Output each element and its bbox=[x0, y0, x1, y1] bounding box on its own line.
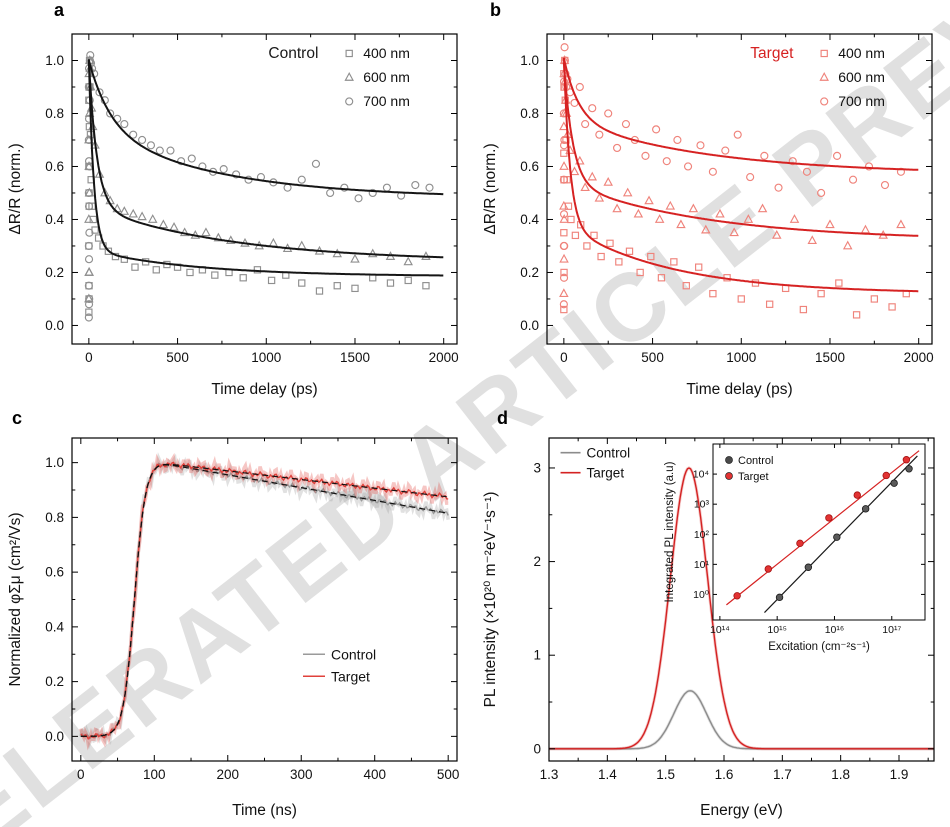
svg-text:2000: 2000 bbox=[904, 350, 934, 365]
svg-text:0.0: 0.0 bbox=[45, 318, 64, 333]
svg-text:0: 0 bbox=[77, 767, 85, 782]
svg-text:1500: 1500 bbox=[340, 350, 370, 365]
svg-text:1.6: 1.6 bbox=[715, 767, 734, 782]
svg-text:0.6: 0.6 bbox=[520, 159, 539, 174]
svg-text:1.7: 1.7 bbox=[773, 767, 792, 782]
svg-text:1000: 1000 bbox=[726, 350, 756, 365]
svg-text:10¹⁴: 10¹⁴ bbox=[710, 624, 730, 636]
svg-text:Control: Control bbox=[738, 455, 773, 467]
panel-a-letter: a bbox=[54, 0, 65, 20]
svg-text:Normalized φΣμ (cm²/Vs): Normalized φΣμ (cm²/Vs) bbox=[7, 512, 24, 686]
svg-text:1.0: 1.0 bbox=[520, 53, 539, 68]
svg-text:Control: Control bbox=[331, 646, 376, 662]
svg-text:1.3: 1.3 bbox=[540, 767, 559, 782]
svg-text:Control: Control bbox=[587, 446, 631, 461]
svg-text:10¹⁵: 10¹⁵ bbox=[767, 624, 787, 636]
svg-text:1.8: 1.8 bbox=[831, 767, 850, 782]
svg-text:0.0: 0.0 bbox=[520, 318, 539, 333]
svg-text:1: 1 bbox=[533, 648, 541, 663]
svg-text:ΔR/R (norm.): ΔR/R (norm.) bbox=[7, 143, 24, 234]
svg-text:3: 3 bbox=[533, 460, 541, 475]
svg-text:0.4: 0.4 bbox=[45, 619, 64, 634]
svg-text:700 nm: 700 nm bbox=[363, 93, 410, 109]
svg-text:10¹: 10¹ bbox=[694, 559, 710, 571]
svg-text:0.2: 0.2 bbox=[520, 265, 539, 280]
svg-text:Control: Control bbox=[268, 45, 318, 62]
svg-text:0.0: 0.0 bbox=[45, 729, 64, 744]
panel-a-chart: 0 500 1000 1500 2000 0.0 0.2 0.4 0.6 0.8 1.0 Time d… bbox=[7, 33, 459, 398]
svg-text:0: 0 bbox=[533, 741, 541, 756]
svg-text:0.4: 0.4 bbox=[520, 212, 539, 227]
svg-text:0: 0 bbox=[560, 350, 568, 365]
panel-c-chart: 0 100 200 300 400 500 0.0 0.2 0.4 0.6 0.8 1.0 Time (… bbox=[7, 437, 460, 819]
svg-text:0.4: 0.4 bbox=[45, 212, 64, 227]
svg-text:Target: Target bbox=[750, 45, 794, 62]
svg-text:Time (ns): Time (ns) bbox=[232, 802, 297, 819]
svg-text:1500: 1500 bbox=[815, 350, 845, 365]
svg-text:400: 400 bbox=[363, 767, 386, 782]
svg-text:Target: Target bbox=[331, 668, 370, 684]
svg-text:700 nm: 700 nm bbox=[838, 93, 885, 109]
svg-text:1.0: 1.0 bbox=[45, 53, 64, 68]
svg-text:ΔR/R (norm.): ΔR/R (norm.) bbox=[482, 143, 499, 234]
svg-text:400 nm: 400 nm bbox=[363, 45, 410, 61]
svg-text:10³: 10³ bbox=[694, 499, 710, 511]
svg-text:500: 500 bbox=[166, 350, 189, 365]
svg-text:1.4: 1.4 bbox=[598, 767, 617, 782]
panel-d: d 1.3 1.4 1.5 1.6 1.7 1.8 1.9 0 1 2 3 Energy (eV) PL… bbox=[475, 408, 950, 827]
svg-text:Excitation (cm⁻²s⁻¹): Excitation (cm⁻²s⁻¹) bbox=[768, 641, 870, 653]
svg-text:500: 500 bbox=[437, 767, 460, 782]
svg-text:200: 200 bbox=[216, 767, 239, 782]
svg-text:500: 500 bbox=[641, 350, 664, 365]
svg-text:400 nm: 400 nm bbox=[838, 45, 885, 61]
svg-text:1.9: 1.9 bbox=[890, 767, 909, 782]
svg-text:1.5: 1.5 bbox=[656, 767, 675, 782]
panel-c: c 0 100 200 300 400 500 0.0 0.2 0.4 0.6 0.8 1.0 Time… bbox=[0, 408, 475, 827]
svg-text:10⁰: 10⁰ bbox=[693, 589, 710, 601]
svg-text:1000: 1000 bbox=[251, 350, 281, 365]
svg-text:PL intensity (×10²⁰ m⁻²eV⁻¹s⁻¹: PL intensity (×10²⁰ m⁻²eV⁻¹s⁻¹) bbox=[482, 492, 499, 708]
svg-text:0.8: 0.8 bbox=[45, 106, 64, 121]
svg-text:Target: Target bbox=[587, 466, 625, 481]
svg-text:2000: 2000 bbox=[429, 350, 459, 365]
svg-text:0.8: 0.8 bbox=[520, 106, 539, 121]
svg-text:600 nm: 600 nm bbox=[363, 69, 410, 85]
svg-text:Target: Target bbox=[738, 471, 769, 483]
svg-text:10⁴: 10⁴ bbox=[693, 469, 709, 481]
svg-text:10¹⁶: 10¹⁶ bbox=[825, 624, 845, 636]
panel-b-chart: 0 500 1000 1500 2000 0.0 0.2 0.4 0.6 0.8 1.0 Time d… bbox=[482, 33, 934, 398]
svg-text:600 nm: 600 nm bbox=[838, 69, 885, 85]
svg-text:Time delay (ps): Time delay (ps) bbox=[211, 381, 317, 398]
panel-b-letter: b bbox=[490, 0, 501, 20]
svg-text:0.6: 0.6 bbox=[45, 159, 64, 174]
svg-text:0.2: 0.2 bbox=[45, 265, 64, 280]
svg-text:10¹⁷: 10¹⁷ bbox=[882, 624, 901, 636]
svg-text:100: 100 bbox=[143, 767, 166, 782]
svg-text:0.2: 0.2 bbox=[45, 674, 64, 689]
svg-text:Integrated PL intensity (a.u): Integrated PL intensity (a.u) bbox=[664, 461, 676, 602]
svg-text:Energy (eV): Energy (eV) bbox=[700, 802, 783, 819]
svg-text:0.8: 0.8 bbox=[45, 510, 64, 525]
panel-b: b 0 500 1000 1500 2000 0.0 0.2 0.4 0.6 0.8 1.0 Time… bbox=[475, 0, 950, 406]
svg-text:2: 2 bbox=[533, 554, 541, 569]
panel-c-letter: c bbox=[12, 408, 23, 428]
panel-d-chart: 1.3 1.4 1.5 1.6 1.7 1.8 1.9 0 1 2 3 Energy (eV) PL i… bbox=[482, 437, 935, 819]
panel-a: a 0 500 1000 1500 2000 0.0 0.2 0.4 0.6 0.8 1.0 Time… bbox=[0, 0, 475, 406]
panel-d-letter: d bbox=[497, 408, 508, 428]
svg-text:Time delay (ps): Time delay (ps) bbox=[686, 381, 792, 398]
svg-text:0: 0 bbox=[85, 350, 93, 365]
svg-text:0.6: 0.6 bbox=[45, 565, 64, 580]
svg-text:300: 300 bbox=[290, 767, 313, 782]
svg-text:10²: 10² bbox=[694, 529, 710, 541]
svg-text:1.0: 1.0 bbox=[45, 455, 64, 470]
